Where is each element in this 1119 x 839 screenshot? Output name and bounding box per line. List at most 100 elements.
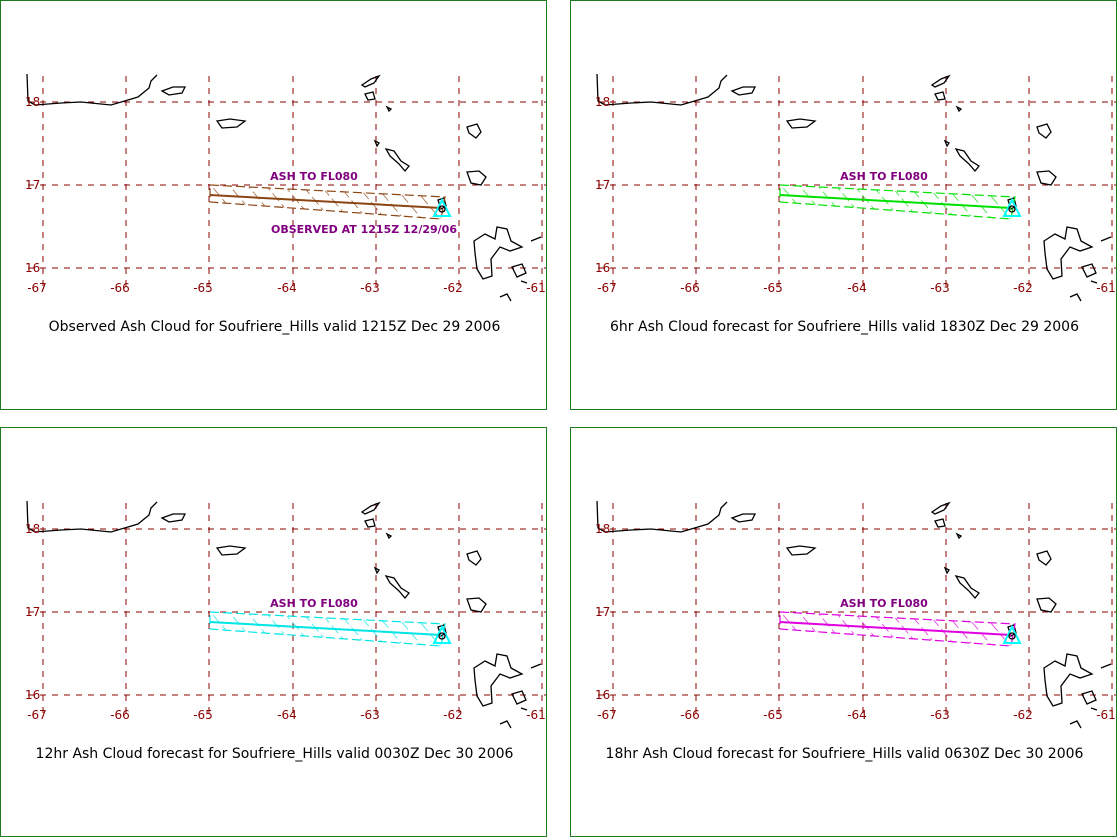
st-kitts-nevis-coast [384, 147, 410, 173]
ash-cloud [779, 611, 1016, 647]
lon-tick-label: -65 [193, 281, 213, 295]
lat-tick-label: 16 [25, 688, 40, 702]
lat-tick-label: 18 [595, 522, 610, 536]
volcano-icon [432, 197, 452, 217]
st-barts-coast [955, 532, 963, 540]
lat-lon-grid [28, 76, 546, 286]
volcano-triangle [1002, 624, 1022, 644]
volcano-triangle [432, 197, 452, 217]
lat-lon-grid [598, 76, 1116, 286]
map-observed: ASH TO FL080 OBSERVED AT 1215Z 12/29/06 18… [25, 73, 546, 302]
guadeloupe-coast [473, 226, 524, 280]
map-panel-6hr: ASH TO FL080 18 17 16 -67 -66 -65 -64 -63 -62 -61 … [570, 0, 1117, 410]
puerto-rico-coast [596, 73, 728, 106]
ash-cloud-label: ASH TO FL080 [270, 597, 358, 610]
lon-tick-label: -66 [110, 281, 130, 295]
st-barts-coast [385, 105, 393, 113]
lon-tick-label: -63 [360, 281, 380, 295]
ash-cloud-centerline [779, 621, 1012, 636]
lon-tick-label: -62 [443, 281, 463, 295]
map-panel-observed: ASH TO FL080 OBSERVED AT 1215Z 12/29/06 18… [0, 0, 547, 410]
ash-cloud-centerline [209, 194, 442, 209]
anguilla-coast [360, 501, 381, 515]
antigua-coast [1036, 550, 1052, 566]
desirade-coast [530, 236, 542, 242]
lon-tick-label: -62 [1013, 281, 1033, 295]
barbuda-coast [1036, 170, 1057, 186]
dominica-coast [499, 720, 512, 729]
lon-tick-label: -64 [847, 281, 867, 295]
lon-tick-label: -65 [193, 708, 213, 722]
lon-tick-label: -63 [360, 708, 380, 722]
lat-tick-label: 16 [595, 688, 610, 702]
observation-time-label: OBSERVED AT 1215Z 12/29/06 [271, 223, 457, 236]
marie-galante-east-coast [1090, 707, 1098, 711]
lat-lon-grid [28, 503, 546, 713]
st-martin-coast [364, 518, 376, 528]
lat-tick-label: 17 [595, 605, 610, 619]
marie-galante-coast [511, 690, 527, 705]
barbuda-coast [1036, 597, 1057, 613]
lon-tick-label: -61 [526, 281, 546, 295]
marie-galante-coast [1081, 690, 1097, 705]
st-martin-coast [364, 91, 376, 101]
puerto-rico-coast [26, 500, 158, 533]
panel-caption: 18hr Ash Cloud forecast for Soufriere_Hi… [605, 746, 1084, 762]
lon-tick-label: -64 [847, 708, 867, 722]
st-martin-coast [934, 518, 946, 528]
lon-tick-label: -67 [597, 281, 617, 295]
barbuda-coast [466, 597, 487, 613]
map-18hr: ASH TO FL080 18 17 16 -67 -66 -65 -64 -63 -62 -61 [595, 500, 1116, 729]
antigua-coast [466, 550, 482, 566]
panel-caption: Observed Ash Cloud for Soufriere_Hills v… [48, 319, 501, 335]
map-12hr: ASH TO FL080 18 17 16 -67 -66 -65 -64 -63 -62 -61 [25, 500, 546, 729]
ash-cloud-centerline [779, 194, 1012, 209]
anguilla-coast [930, 74, 951, 88]
lat-tick-label: 18 [25, 95, 40, 109]
saba-coast [943, 566, 950, 575]
guadeloupe-coast [1043, 653, 1094, 707]
ash-cloud-label: ASH TO FL080 [840, 170, 928, 183]
dominica-coast [1069, 720, 1082, 729]
st-kitts-nevis-coast [384, 574, 410, 600]
volcano-icon [432, 624, 452, 644]
barbuda-coast [466, 170, 487, 186]
dominica-coast [499, 293, 512, 302]
lon-tick-label: -65 [763, 281, 783, 295]
st-croix-coast [215, 118, 247, 129]
ash-cloud-label: ASH TO FL080 [270, 170, 358, 183]
lon-tick-label: -61 [1096, 281, 1116, 295]
lat-lon-grid [598, 503, 1116, 713]
coastlines [596, 500, 1112, 729]
lat-tick-label: 17 [25, 605, 40, 619]
marie-galante-coast [1081, 263, 1097, 278]
lon-tick-label: -66 [680, 281, 700, 295]
st-croix-coast [215, 545, 247, 556]
marie-galante-east-coast [1090, 280, 1098, 284]
lon-tick-label: -67 [27, 281, 47, 295]
lon-tick-label: -67 [597, 708, 617, 722]
lon-tick-label: -61 [526, 708, 546, 722]
coastlines [26, 73, 542, 302]
antigua-coast [466, 123, 482, 139]
ash-cloud [209, 611, 446, 647]
st-kitts-nevis-coast [954, 147, 980, 173]
st-croix-coast [785, 545, 817, 556]
saba-coast [943, 139, 950, 148]
vieques-coast [730, 513, 757, 523]
lon-tick-label: -64 [277, 281, 297, 295]
lon-tick-label: -64 [277, 708, 297, 722]
volcano-dot [438, 632, 446, 640]
ash-cloud-centerline [209, 621, 442, 636]
lat-tick-label: 17 [595, 178, 610, 192]
panel-caption: 12hr Ash Cloud forecast for Soufriere_Hi… [35, 746, 514, 762]
dominica-coast [1069, 293, 1082, 302]
lat-tick-label: 18 [25, 522, 40, 536]
desirade-coast [530, 663, 542, 669]
desirade-coast [1100, 236, 1112, 242]
lat-tick-label: 16 [595, 261, 610, 275]
lon-tick-label: -66 [110, 708, 130, 722]
vieques-coast [160, 513, 187, 523]
lon-tick-label: -67 [27, 708, 47, 722]
volcano-dot [1008, 205, 1016, 213]
